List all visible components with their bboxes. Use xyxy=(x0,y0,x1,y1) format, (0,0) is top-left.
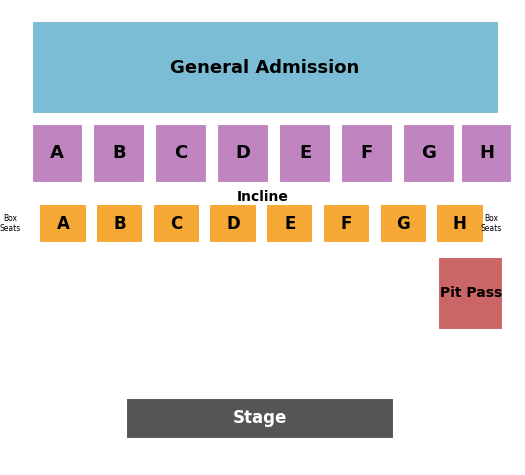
FancyBboxPatch shape xyxy=(93,124,145,183)
Text: G: G xyxy=(422,144,436,162)
FancyBboxPatch shape xyxy=(39,204,87,243)
Text: A: A xyxy=(50,144,64,162)
Text: H: H xyxy=(479,144,494,162)
FancyBboxPatch shape xyxy=(32,124,83,183)
FancyBboxPatch shape xyxy=(323,204,370,243)
Text: Pit Pass: Pit Pass xyxy=(439,286,502,300)
Text: Stage: Stage xyxy=(233,409,287,428)
Text: C: C xyxy=(170,215,183,233)
Text: F: F xyxy=(361,144,373,162)
Text: B: B xyxy=(112,144,126,162)
FancyBboxPatch shape xyxy=(341,124,393,183)
Text: Incline: Incline xyxy=(237,190,288,204)
FancyBboxPatch shape xyxy=(380,204,427,243)
FancyBboxPatch shape xyxy=(438,256,503,330)
FancyBboxPatch shape xyxy=(155,124,207,183)
FancyBboxPatch shape xyxy=(217,124,269,183)
Text: D: D xyxy=(236,144,250,162)
FancyBboxPatch shape xyxy=(266,204,313,243)
Text: Box
Seats: Box Seats xyxy=(0,214,21,233)
Text: D: D xyxy=(226,215,240,233)
FancyBboxPatch shape xyxy=(436,204,484,243)
Text: G: G xyxy=(396,215,410,233)
FancyBboxPatch shape xyxy=(461,124,512,183)
Text: A: A xyxy=(57,215,69,233)
FancyBboxPatch shape xyxy=(153,204,200,243)
FancyBboxPatch shape xyxy=(403,124,455,183)
FancyBboxPatch shape xyxy=(279,124,331,183)
Text: General Admission: General Admission xyxy=(171,59,360,76)
FancyBboxPatch shape xyxy=(209,204,257,243)
Text: Box
Seats: Box Seats xyxy=(480,214,501,233)
Text: H: H xyxy=(453,215,467,233)
FancyBboxPatch shape xyxy=(126,398,394,439)
Text: C: C xyxy=(174,144,188,162)
Text: B: B xyxy=(113,215,126,233)
FancyBboxPatch shape xyxy=(32,21,499,114)
Text: E: E xyxy=(284,215,296,233)
Text: E: E xyxy=(299,144,311,162)
Text: F: F xyxy=(341,215,352,233)
FancyBboxPatch shape xyxy=(96,204,143,243)
